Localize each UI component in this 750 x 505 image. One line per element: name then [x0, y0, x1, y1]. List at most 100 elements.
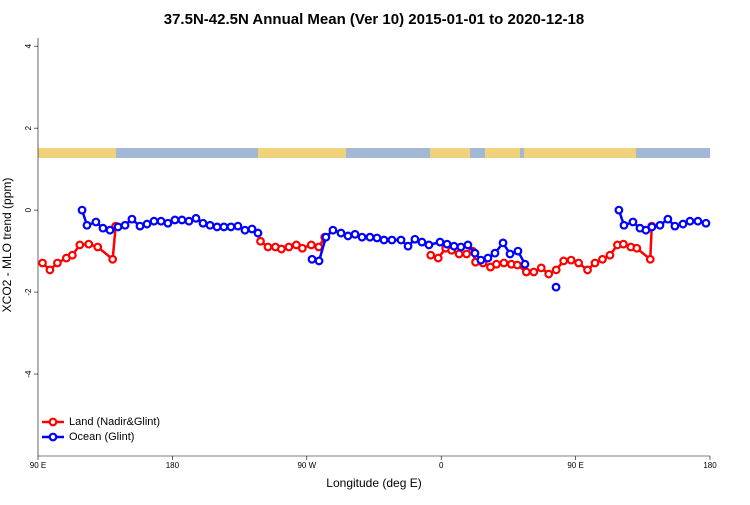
point	[483, 253, 493, 263]
point	[253, 228, 263, 238]
point	[512, 260, 522, 270]
point	[135, 221, 145, 231]
point	[492, 259, 501, 269]
point	[307, 254, 317, 264]
x-tick-label: 90 W	[297, 461, 316, 470]
y-tick-label: 2	[24, 125, 33, 130]
point	[529, 267, 539, 277]
point	[417, 237, 427, 247]
point	[536, 263, 546, 273]
point	[113, 222, 123, 232]
point	[685, 216, 695, 226]
point	[314, 242, 324, 252]
point	[449, 241, 459, 251]
point	[456, 242, 466, 252]
point	[701, 218, 711, 228]
point	[357, 232, 367, 242]
point	[387, 235, 397, 245]
point	[433, 253, 443, 263]
point	[149, 216, 159, 226]
point	[442, 239, 452, 249]
y-tick-label: 4	[24, 43, 33, 48]
point	[426, 250, 436, 260]
point	[435, 237, 445, 247]
x-tick-label: 180	[166, 461, 180, 470]
point	[628, 217, 638, 227]
point	[614, 205, 624, 215]
chart-title: 37.5N-42.5N Annual Mean (Ver 10) 2015-01…	[164, 11, 584, 28]
legend-marker	[48, 417, 58, 427]
point	[219, 222, 229, 232]
point	[75, 240, 85, 250]
point	[521, 267, 531, 277]
point	[632, 243, 642, 253]
point	[240, 225, 250, 235]
point	[184, 216, 194, 226]
legend-label: Ocean (Glint)	[69, 431, 134, 443]
point	[498, 238, 508, 248]
point	[365, 232, 375, 242]
point	[314, 256, 324, 266]
point	[82, 220, 92, 230]
point	[559, 256, 569, 266]
point	[67, 250, 77, 260]
point	[583, 265, 592, 275]
point	[321, 232, 331, 242]
point	[499, 258, 509, 268]
point	[618, 239, 628, 249]
point	[45, 265, 55, 275]
legend-label: Land (Nadir&Glint)	[69, 416, 160, 428]
point	[424, 240, 434, 250]
point	[505, 249, 515, 259]
point	[98, 223, 108, 233]
y-axis-label: XCO2 - MLO trend (ppm)	[0, 178, 14, 313]
point	[247, 224, 257, 234]
point	[647, 222, 657, 232]
point	[38, 258, 47, 268]
point	[198, 218, 208, 228]
point	[574, 258, 583, 268]
point	[619, 220, 629, 230]
point	[142, 219, 152, 229]
point	[645, 254, 655, 264]
x-tick-label: 0	[439, 461, 444, 470]
point	[396, 235, 406, 245]
point	[693, 216, 703, 226]
point	[328, 225, 338, 235]
x-tick-label: 90 E	[30, 461, 46, 470]
point	[93, 242, 103, 252]
point	[263, 242, 273, 252]
point	[454, 249, 464, 259]
point	[513, 246, 523, 256]
point	[226, 222, 236, 232]
point	[156, 216, 166, 226]
point	[191, 213, 201, 223]
point	[551, 282, 561, 292]
map-strip	[38, 148, 710, 158]
point	[108, 254, 118, 264]
point	[566, 255, 576, 265]
point	[205, 220, 215, 230]
point	[105, 225, 115, 235]
point	[403, 241, 413, 251]
point	[372, 233, 382, 243]
point	[551, 265, 561, 275]
point	[127, 214, 137, 224]
point	[379, 235, 389, 245]
legend-marker	[48, 432, 58, 442]
point	[170, 215, 180, 225]
point	[350, 229, 360, 239]
point	[233, 221, 243, 231]
point	[53, 258, 62, 268]
point	[670, 221, 680, 231]
point	[655, 220, 665, 230]
point	[544, 269, 554, 279]
point	[590, 258, 600, 268]
point	[490, 248, 500, 258]
point	[476, 255, 486, 265]
y-tick-label: -4	[24, 370, 33, 378]
point	[177, 215, 187, 225]
point	[463, 240, 473, 250]
x-tick-label: 180	[703, 461, 717, 470]
point	[605, 250, 615, 260]
